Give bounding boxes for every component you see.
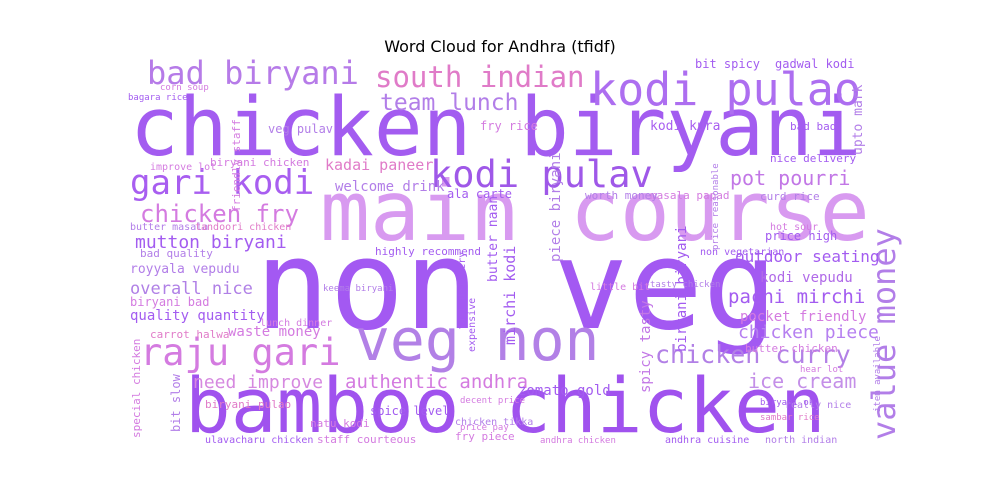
word: carrot halwa [150, 328, 229, 341]
word: improve lot [150, 162, 216, 173]
word: decent price [460, 396, 525, 406]
word: nice delivery [770, 152, 856, 165]
word: chicken curry [655, 340, 851, 369]
word: main course [320, 163, 870, 260]
word: expensive [467, 298, 478, 352]
word: outdoor seating [735, 247, 880, 266]
word: pocket friendly [740, 309, 866, 325]
word: royyala vepudu [130, 262, 240, 277]
word: veg pulav [268, 122, 333, 136]
word: sambar rice [760, 413, 820, 423]
word: fry rice [480, 119, 538, 133]
word: andhra chicken [540, 436, 616, 446]
word: value money [865, 228, 903, 440]
word: butter chicken [745, 342, 838, 355]
word: quality quantity [130, 308, 265, 324]
word: butter naan [486, 196, 501, 282]
word: andhra cuisine [665, 435, 749, 446]
word: biryani pulao [205, 398, 291, 411]
word: fast delivery [457, 252, 468, 330]
word: price high [765, 229, 837, 243]
word: chicken biryani [130, 81, 862, 175]
word: south indian [375, 60, 585, 94]
word: special chicken [130, 339, 143, 438]
word: butter masala [130, 222, 208, 233]
word: kodi pulao [590, 63, 861, 116]
word: mirchi kodi [501, 246, 519, 345]
word: bad bad [790, 120, 836, 133]
word: piece biryani [548, 152, 564, 262]
word: ulavacharu chicken [205, 435, 313, 446]
word: kodi kura [650, 119, 720, 134]
word: really nice [785, 400, 851, 411]
word: lunch dinner [260, 318, 332, 329]
word: worth money [585, 189, 658, 202]
word: bit spicy [695, 57, 760, 71]
word: spicy tasty [638, 300, 654, 393]
word: ice cream [748, 369, 856, 393]
word: hot sour [770, 222, 818, 233]
word: spice level [370, 404, 449, 418]
word: team lunch [380, 90, 518, 116]
word: zomato gold [518, 383, 611, 399]
word: curd rice [760, 190, 820, 203]
word: highly recommend [375, 245, 481, 258]
word: price pay [460, 423, 509, 433]
word: friendly staff [230, 119, 243, 212]
word: gadwal kodi [775, 57, 854, 71]
word: pot pourri [730, 166, 850, 190]
word: bit slow [169, 373, 183, 432]
word: north indian [765, 435, 837, 446]
word: gari kodi [130, 163, 314, 203]
word: biryani bad [130, 295, 209, 309]
word: fry piece [455, 430, 515, 443]
word: biryani biryani [674, 226, 690, 352]
word: chicken piece [738, 322, 879, 343]
word: natu kodi [310, 417, 370, 430]
word: item available [873, 336, 883, 412]
word: tasty chicken [650, 280, 720, 290]
word: price reasonable [711, 163, 721, 250]
word: upto mark [851, 84, 866, 155]
word: bad quality [140, 247, 213, 260]
word: need improve [193, 372, 323, 393]
word: kodi pulav [430, 153, 653, 196]
word: kodi vepudu [760, 270, 853, 286]
word: tandoori chicken [195, 222, 291, 233]
word: little bit [590, 282, 650, 293]
word: masala papad [650, 189, 729, 202]
word: corn soup [160, 83, 209, 93]
word: authentic andhra [345, 371, 528, 393]
word: kadai paneer [325, 156, 433, 174]
word: hear lot [800, 365, 843, 375]
word: chicken fry [140, 200, 299, 228]
word: non vegetarian [700, 247, 784, 258]
word: ala carte [447, 187, 512, 201]
word: staff courteous [317, 433, 416, 446]
word: waste money [228, 324, 321, 340]
word: overall nice [130, 279, 253, 299]
word: welcome drink [335, 179, 445, 195]
word: biryani ok [760, 398, 815, 408]
word: keema biryani [323, 284, 393, 294]
word: bamboo chicken [185, 361, 826, 450]
chart-title: Word Cloud for Andhra (tfidf) [384, 37, 616, 56]
word: mutton biryani [135, 232, 287, 253]
word: pachi mirchi [728, 286, 865, 308]
word: bagara rice [128, 93, 188, 103]
word: raju gari [140, 331, 340, 374]
word: bad biryani [147, 54, 359, 92]
word: chicken tikka [455, 417, 533, 428]
word: non veg [255, 214, 778, 358]
word: veg non [355, 306, 599, 374]
word: biryani chicken [210, 156, 309, 169]
